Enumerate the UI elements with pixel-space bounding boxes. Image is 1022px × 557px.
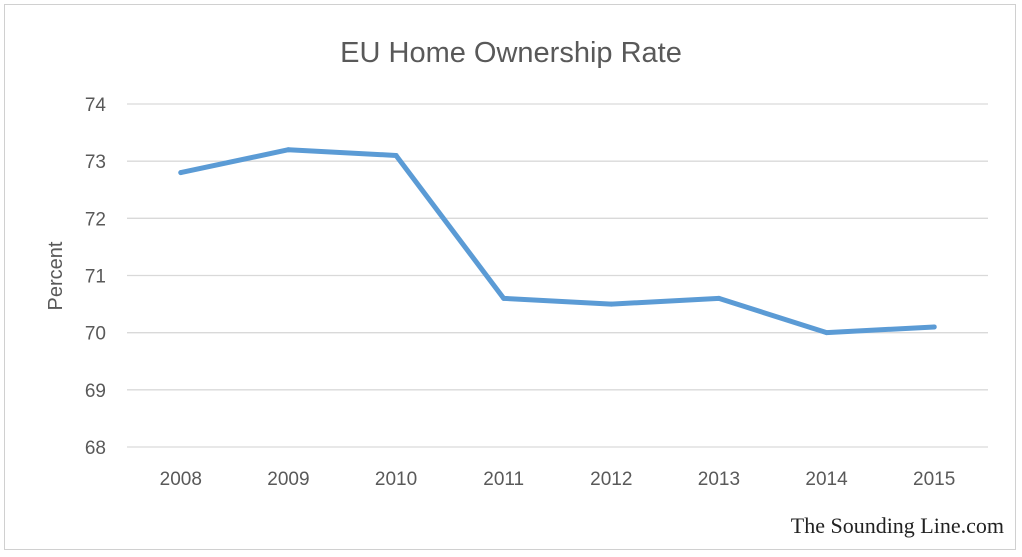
credit-text: The Sounding Line.com <box>791 513 1004 538</box>
x-tick-label: 2014 <box>805 469 848 490</box>
x-tick-label: 2011 <box>483 469 524 490</box>
chart-frame <box>4 4 1016 550</box>
chart-title: EU Home Ownership Rate <box>340 37 682 69</box>
y-tick-label: 71 <box>85 267 106 288</box>
data-point <box>608 301 614 307</box>
x-tick-label: 2009 <box>267 469 309 490</box>
data-point <box>501 295 507 301</box>
data-point <box>178 170 184 176</box>
series-line <box>178 147 937 336</box>
y-tick-label: 73 <box>85 152 106 173</box>
data-point <box>393 152 399 158</box>
x-tick-label: 2010 <box>375 469 417 490</box>
y-tick-label: 72 <box>85 209 106 230</box>
x-tick-label: 2012 <box>590 469 632 490</box>
y-tick-label: 68 <box>85 438 106 459</box>
y-axis-label: Percent <box>45 241 67 310</box>
data-point <box>931 324 937 330</box>
x-tick-label: 2013 <box>698 469 740 490</box>
x-tick-label: 2008 <box>160 469 202 490</box>
y-tick-label: 70 <box>85 324 106 345</box>
x-tick-label: 2015 <box>913 469 955 490</box>
y-tick-label: 69 <box>85 381 106 402</box>
data-point <box>716 295 722 301</box>
y-tick-label: 74 <box>85 95 107 116</box>
data-point <box>285 147 291 153</box>
data-point <box>824 330 830 336</box>
